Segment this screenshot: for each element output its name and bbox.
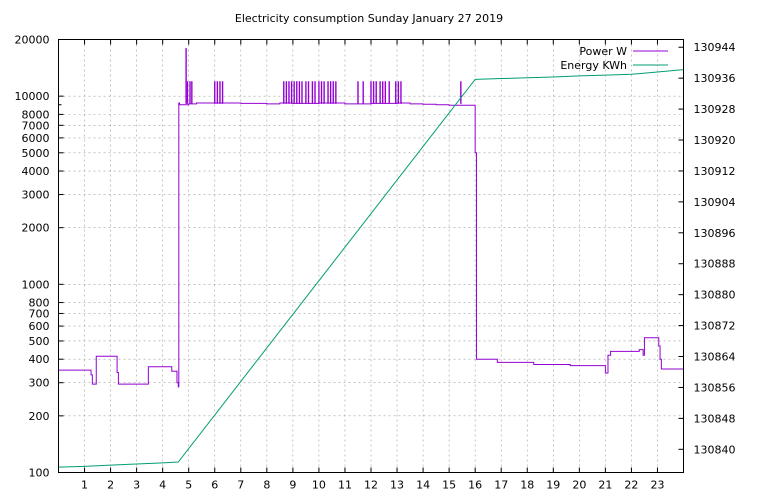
y-right-tick-label: 130840 — [694, 443, 736, 456]
y-right-tick-label: 130856 — [694, 381, 736, 394]
x-tick-label: 17 — [494, 479, 508, 492]
y-right-tick-label: 130904 — [694, 196, 736, 209]
x-tick-label: 22 — [624, 479, 638, 492]
x-tick-label: 3 — [133, 479, 140, 492]
y-left-tick-label: 800 — [29, 297, 50, 310]
y-right-tick-label: 130848 — [694, 412, 736, 425]
y-right-tick-label: 130928 — [694, 103, 736, 116]
series-layer — [58, 48, 684, 468]
x-tick-label: 13 — [390, 479, 404, 492]
x-tick-label: 14 — [416, 479, 430, 492]
x-tick-label: 18 — [520, 479, 534, 492]
y-left-tick-label: 100 — [29, 467, 50, 480]
y-right-tick-label: 130888 — [694, 258, 736, 271]
x-tick-label: 21 — [598, 479, 612, 492]
y-left-tick-label: 2000 — [22, 222, 50, 235]
x-tick-label: 10 — [312, 479, 326, 492]
x-tick-label: 11 — [338, 479, 352, 492]
y-left-tick-label: 4000 — [22, 165, 50, 178]
y-left-tick-label: 3000 — [22, 189, 50, 202]
x-tick-label: 20 — [572, 479, 586, 492]
series-power-line — [58, 102, 684, 388]
axis-ticks: 1 2 3 4 5 6 7 8 9 10 11 12 13 14 15 16 17 18 19 20 21 22 23100… — [15, 34, 736, 492]
y-right-tick-label: 130880 — [694, 289, 736, 302]
y-right-tick-label: 130896 — [694, 227, 736, 240]
y-left-tick-label: 500 — [29, 335, 50, 348]
y-left-tick-label: 600 — [29, 320, 50, 333]
y-left-tick-label: 10000 — [15, 90, 50, 103]
x-tick-label: 6 — [211, 479, 218, 492]
grid — [58, 39, 684, 473]
y-left-tick-label: 1000 — [22, 278, 50, 291]
x-tick-label: 1 — [81, 479, 88, 492]
y-right-tick-label: 130864 — [694, 351, 736, 364]
legend: Power W Energy KWh — [560, 45, 668, 72]
chart-title: Electricity consumption Sunday January 2… — [235, 12, 503, 25]
x-tick-label: 15 — [442, 479, 456, 492]
x-tick-label: 9 — [289, 479, 296, 492]
legend-label-energy: Energy KWh — [560, 59, 627, 72]
y-right-tick-label: 130936 — [694, 72, 736, 85]
y-right-tick-label: 130912 — [694, 165, 736, 178]
x-tick-label: 12 — [364, 479, 378, 492]
y-left-tick-label: 700 — [29, 307, 50, 320]
x-tick-label: 7 — [237, 479, 244, 492]
y-left-tick-label: 20000 — [15, 34, 50, 47]
y-left-tick-label: 300 — [29, 377, 50, 390]
series-energy-line — [58, 69, 684, 468]
y-left-tick-label: 8000 — [22, 108, 50, 121]
legend-label-power: Power W — [579, 45, 627, 58]
y-left-tick-label: 6000 — [22, 132, 50, 145]
y-right-tick-label: 130872 — [694, 320, 736, 333]
x-tick-label: 23 — [650, 479, 664, 492]
x-tick-label: 2 — [107, 479, 114, 492]
y-left-tick-label: 400 — [29, 353, 50, 366]
y-left-tick-label: 7000 — [22, 119, 50, 132]
x-tick-label: 5 — [185, 479, 192, 492]
x-tick-label: 19 — [546, 479, 560, 492]
y-right-tick-label: 130920 — [694, 134, 736, 147]
y-left-tick-label: 200 — [29, 410, 50, 423]
y-right-tick-label: 130944 — [694, 41, 736, 54]
x-tick-label: 4 — [159, 479, 166, 492]
plot-frame — [58, 39, 684, 473]
x-tick-label: 8 — [263, 479, 270, 492]
x-tick-label: 16 — [468, 479, 482, 492]
y-left-tick-label: 5000 — [22, 147, 50, 160]
